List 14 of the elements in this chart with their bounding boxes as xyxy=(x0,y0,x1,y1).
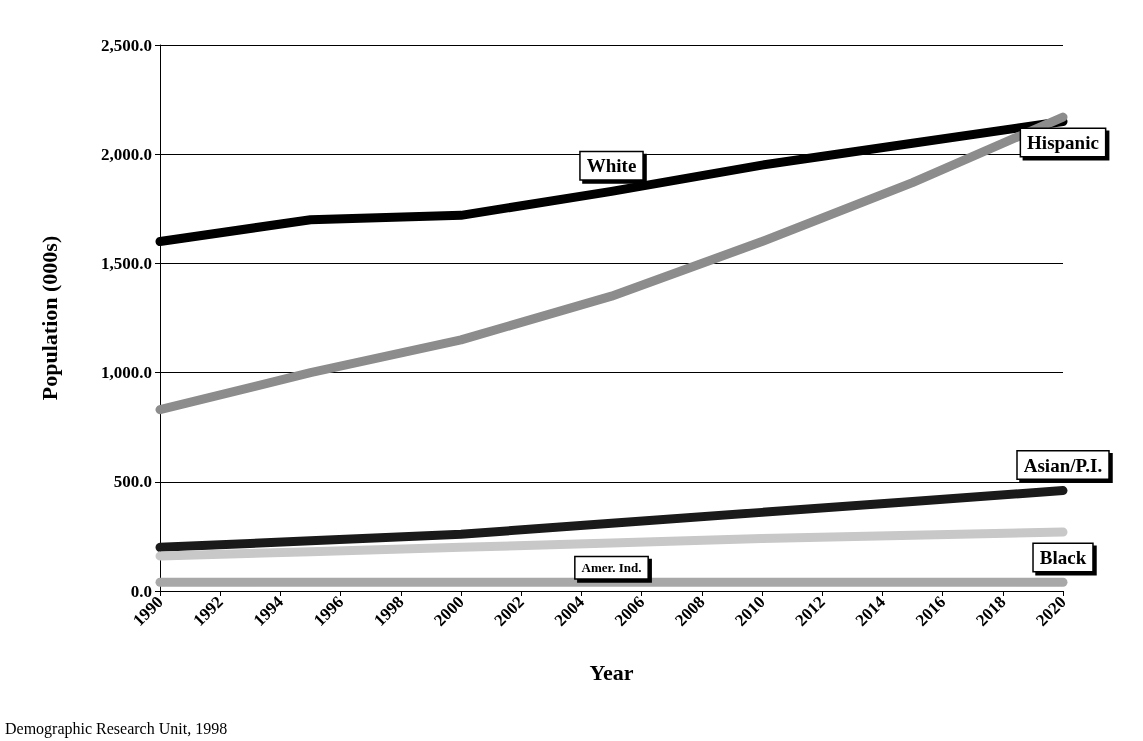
series-label: Hispanic xyxy=(1027,132,1099,154)
y-tick-label: 500.0 xyxy=(113,472,152,492)
series-label: Black xyxy=(1039,547,1087,569)
y-tick-label: 2,000.0 xyxy=(101,144,152,164)
y-tick-label: 1,500.0 xyxy=(101,253,152,273)
series-label: Asian/P.I. xyxy=(1023,454,1103,476)
y-tick-label: 0.0 xyxy=(130,581,152,601)
text: Demographic Research Unit, 1998 xyxy=(5,719,228,738)
y-tick-label: 1,000.0 xyxy=(101,363,152,383)
y-tick-label: 2,500.0 xyxy=(101,35,152,55)
x-axis-title: Year xyxy=(589,659,634,685)
series-label: Amer. Ind. xyxy=(581,560,642,576)
y-axis-title: Population (000s) xyxy=(36,235,62,401)
series-label: White xyxy=(586,155,637,177)
